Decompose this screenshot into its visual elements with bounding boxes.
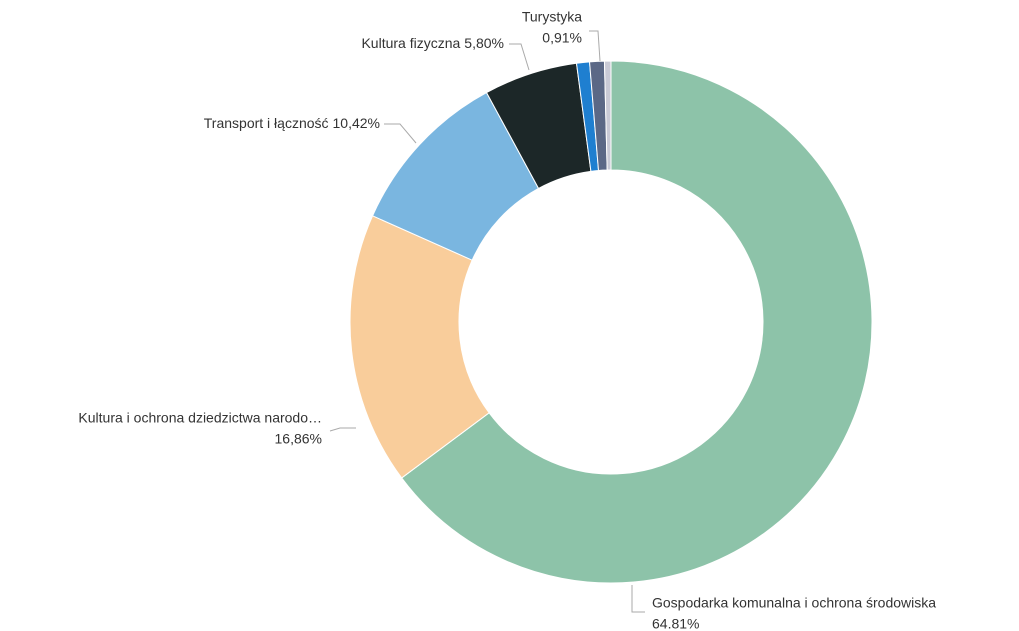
slice-name: Kultura fizyczna xyxy=(361,35,460,51)
donut-slice xyxy=(349,215,490,479)
slice-label: Turystyka xyxy=(522,9,582,25)
slice-value-label: 5,80% xyxy=(464,35,504,51)
slice-name: Transport i łączność xyxy=(204,115,329,131)
donut-slice xyxy=(603,60,612,171)
slice-label: Transport i łączność 10,42% xyxy=(204,115,380,131)
leader-line xyxy=(509,43,530,71)
leader-line xyxy=(329,427,356,432)
slice-value-label: 10,42% xyxy=(333,115,380,131)
leader-line xyxy=(631,585,645,613)
slice-value-label: 64.81% xyxy=(652,616,699,631)
slice-value-label: 16,86% xyxy=(275,431,322,447)
slice-label: Kultura i ochrona dziedzictwa narodo… xyxy=(78,410,322,426)
slice-value-label: 0,91% xyxy=(542,30,582,46)
slice-label: Kultura fizyczna 5,80% xyxy=(361,35,504,51)
leader-line xyxy=(589,30,601,62)
donut-slice xyxy=(400,60,873,584)
slice-label: Gospodarka komunalna i ochrona środowisk… xyxy=(652,595,936,611)
leader-line xyxy=(384,123,417,144)
